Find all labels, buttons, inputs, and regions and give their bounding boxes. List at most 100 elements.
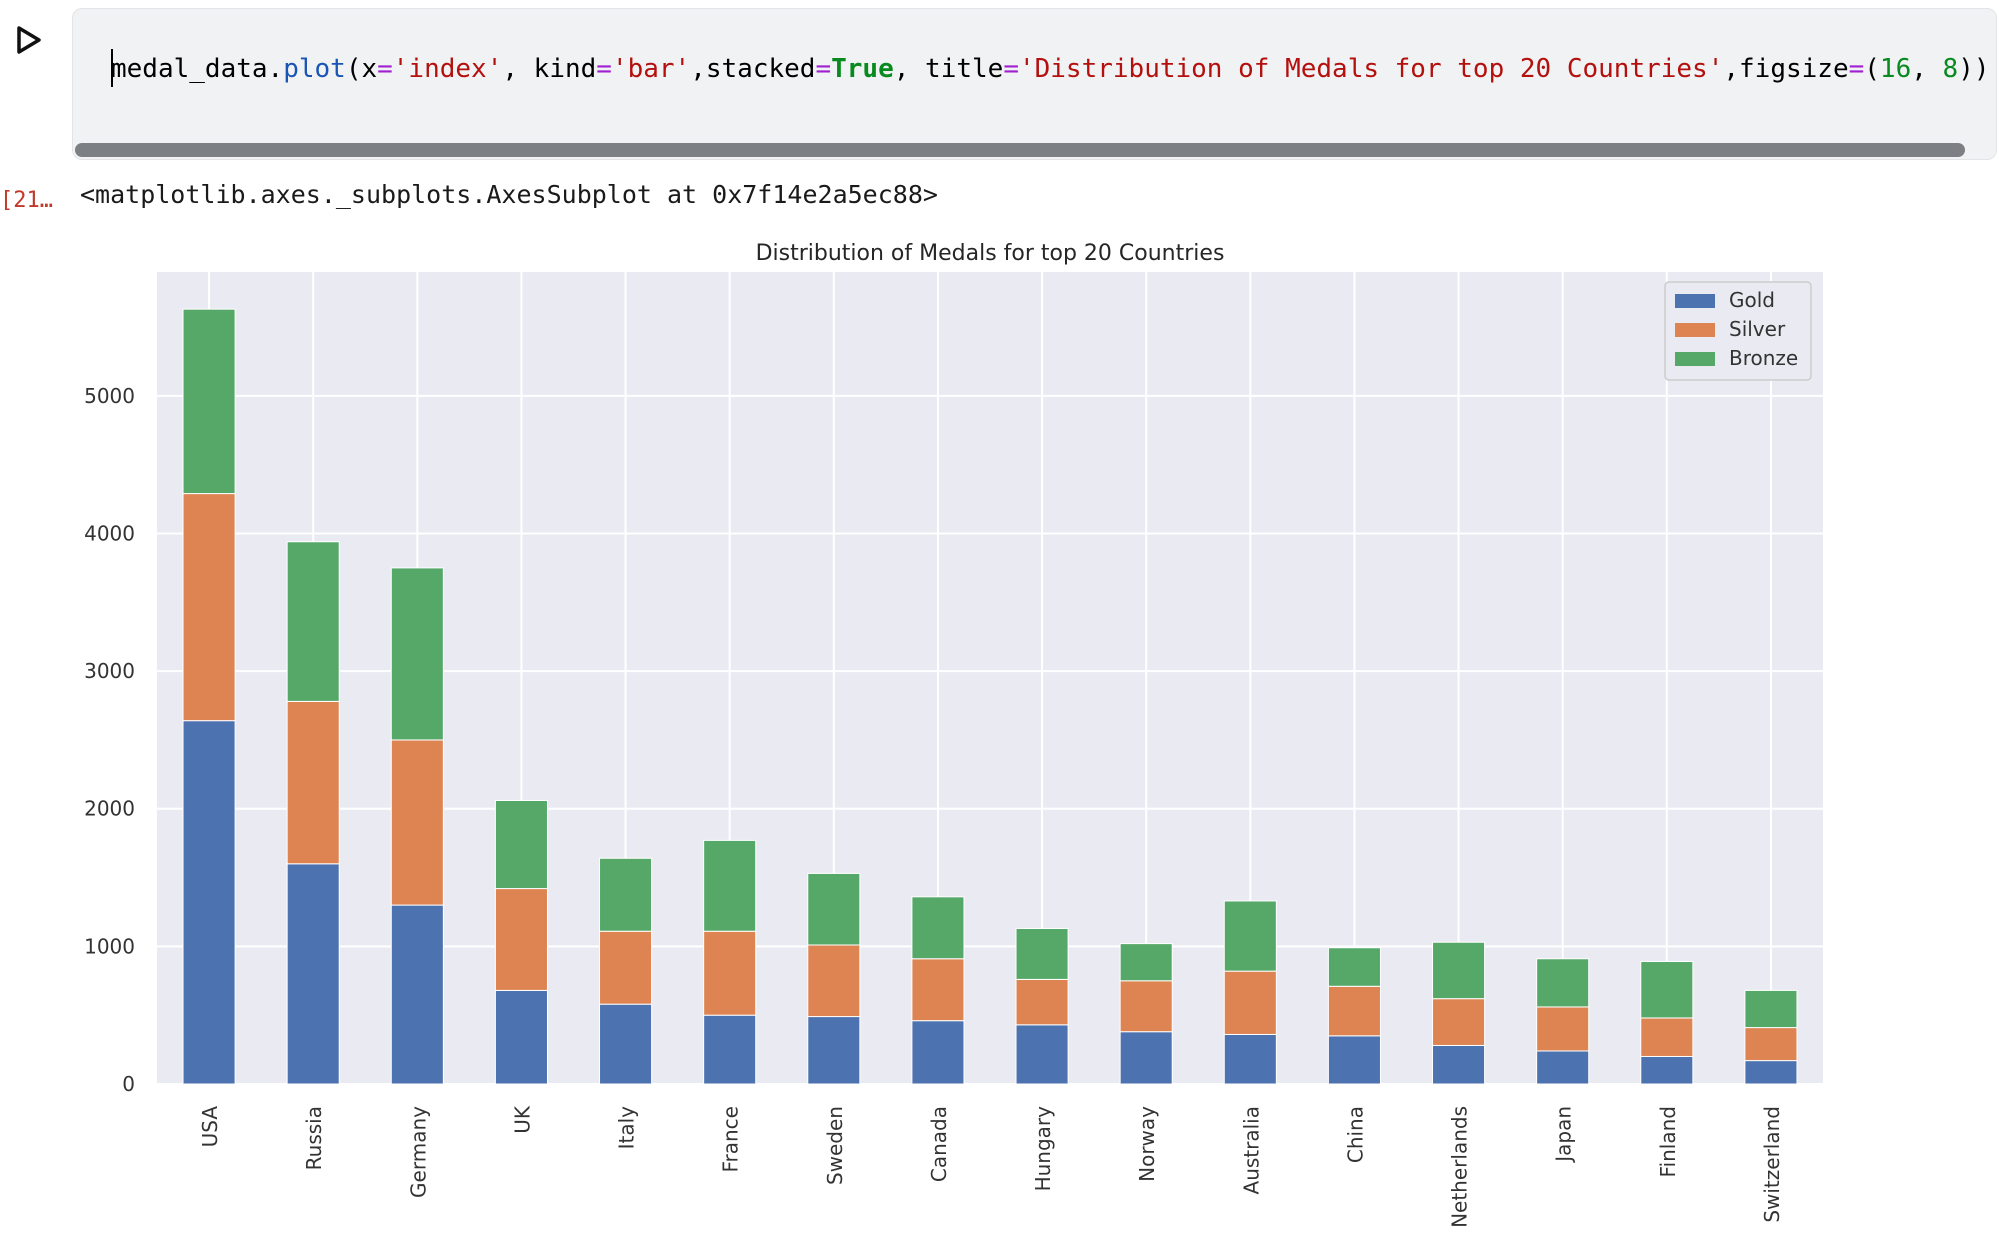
bar-gold-netherlands xyxy=(1432,1044,1486,1085)
x-tick-label: Australia xyxy=(1239,1106,1263,1194)
bar-silver-uk xyxy=(494,888,548,991)
code-token: 'bar' xyxy=(611,54,691,84)
bar-gold-sweden xyxy=(807,1016,861,1085)
bar-bronze-canada xyxy=(911,896,965,960)
legend-label-bronze: Bronze xyxy=(1729,346,1798,370)
code-token: = xyxy=(1848,54,1865,84)
bar-silver-china xyxy=(1327,985,1381,1037)
legend-label-gold: Gold xyxy=(1729,288,1775,312)
stacked-bar-chart: Distribution of Medals for top 20 Countr… xyxy=(84,241,1823,1228)
x-tick-label: France xyxy=(719,1106,743,1173)
bar-gold-hungary xyxy=(1015,1024,1069,1085)
bar-silver-hungary xyxy=(1015,978,1069,1026)
execution-count: [21… xyxy=(0,188,53,213)
bar-gold-switzerland xyxy=(1744,1060,1798,1085)
code-token: = xyxy=(815,54,832,84)
bar-silver-norway xyxy=(1119,980,1173,1033)
x-tick-label: Norway xyxy=(1135,1106,1159,1182)
code-token: ,figsize xyxy=(1723,54,1849,84)
x-tick-label: UK xyxy=(510,1105,534,1134)
bar-bronze-france xyxy=(703,839,757,932)
code-token: , xyxy=(1911,54,1943,84)
output-text: <matplotlib.axes._subplots.AxesSubplot a… xyxy=(80,180,938,209)
bar-gold-italy xyxy=(599,1003,653,1085)
code-token: medal_data. xyxy=(111,54,284,84)
x-tick-label: Russia xyxy=(302,1106,326,1170)
bar-silver-australia xyxy=(1223,970,1277,1035)
bar-bronze-russia xyxy=(286,541,340,702)
legend-label-silver: Silver xyxy=(1729,317,1786,341)
bar-silver-italy xyxy=(599,930,653,1005)
legend-swatch-gold xyxy=(1675,294,1715,308)
bar-bronze-switzerland xyxy=(1744,989,1798,1029)
code-token: ( xyxy=(1864,54,1880,84)
y-tick-label: 2000 xyxy=(84,797,135,821)
y-tick-label: 5000 xyxy=(84,384,135,408)
x-tick-label: China xyxy=(1343,1106,1367,1163)
bar-silver-finland xyxy=(1640,1017,1694,1057)
bar-bronze-germany xyxy=(390,567,444,741)
bar-silver-usa xyxy=(182,493,236,722)
bar-bronze-japan xyxy=(1536,958,1590,1008)
x-tick-label: Germany xyxy=(406,1106,430,1198)
bar-gold-uk xyxy=(494,989,548,1085)
bar-bronze-sweden xyxy=(807,872,861,946)
bar-bronze-china xyxy=(1327,947,1381,987)
code-token: 16 xyxy=(1879,54,1912,84)
code-token: )) xyxy=(1958,54,1990,84)
bar-gold-finland xyxy=(1640,1055,1694,1085)
bar-gold-japan xyxy=(1536,1050,1590,1085)
bar-bronze-norway xyxy=(1119,943,1173,982)
bar-bronze-usa xyxy=(182,308,236,495)
x-tick-label: Sweden xyxy=(823,1106,847,1185)
bar-silver-canada xyxy=(911,958,965,1022)
y-tick-label: 3000 xyxy=(84,659,135,683)
code-token: = xyxy=(596,54,612,84)
bar-bronze-finland xyxy=(1640,961,1694,1019)
chart-title: Distribution of Medals for top 20 Countr… xyxy=(756,241,1225,266)
code-token: True xyxy=(831,54,894,84)
code-token: , kind xyxy=(502,54,597,84)
code-token: plot xyxy=(283,54,346,84)
bar-silver-france xyxy=(703,930,757,1016)
x-tick-label: Hungary xyxy=(1031,1106,1055,1192)
y-tick-label: 4000 xyxy=(84,521,135,545)
bar-gold-usa xyxy=(182,720,236,1085)
bar-silver-sweden xyxy=(807,944,861,1018)
y-tick-label: 0 xyxy=(122,1072,135,1096)
bar-gold-canada xyxy=(911,1020,965,1085)
code-token: = xyxy=(377,54,393,84)
code-token: 8 xyxy=(1942,54,1959,84)
scrollbar-thumb[interactable] xyxy=(75,143,1965,157)
bar-bronze-netherlands xyxy=(1432,941,1486,1000)
text-cursor xyxy=(111,49,113,87)
code-cell-editor[interactable]: medal_data.plot(x='index', kind='bar',st… xyxy=(72,8,1997,160)
code-token: (x xyxy=(345,54,378,84)
bar-silver-japan xyxy=(1536,1006,1590,1052)
y-tick-label: 1000 xyxy=(84,934,135,958)
code-token: 'Distribution of Medals for top 20 Count… xyxy=(1018,54,1724,84)
code-line[interactable]: medal_data.plot(x='index', kind='bar',st… xyxy=(111,47,1990,91)
bar-gold-australia xyxy=(1223,1033,1277,1085)
code-token: ,stacked xyxy=(690,54,816,84)
bar-gold-china xyxy=(1327,1035,1381,1085)
code-token: , title xyxy=(893,54,1004,84)
bar-silver-switzerland xyxy=(1744,1027,1798,1062)
bar-bronze-italy xyxy=(599,857,653,932)
play-icon xyxy=(17,26,41,54)
bar-silver-germany xyxy=(390,739,444,906)
x-tick-label: Switzerland xyxy=(1760,1106,1784,1223)
x-tick-label: Italy xyxy=(615,1106,639,1150)
x-tick-label: Finland xyxy=(1656,1106,1680,1177)
bar-bronze-hungary xyxy=(1015,927,1069,980)
code-token: 'index' xyxy=(392,54,503,84)
bar-silver-netherlands xyxy=(1432,998,1486,1046)
run-cell-button[interactable] xyxy=(0,12,56,68)
x-tick-label: USA xyxy=(198,1106,222,1148)
legend-swatch-silver xyxy=(1675,323,1715,337)
bar-gold-norway xyxy=(1119,1031,1173,1085)
horizontal-scrollbar[interactable] xyxy=(73,139,1996,159)
x-tick-label: Canada xyxy=(927,1106,951,1182)
bar-gold-germany xyxy=(390,904,444,1085)
bar-gold-france xyxy=(703,1014,757,1085)
